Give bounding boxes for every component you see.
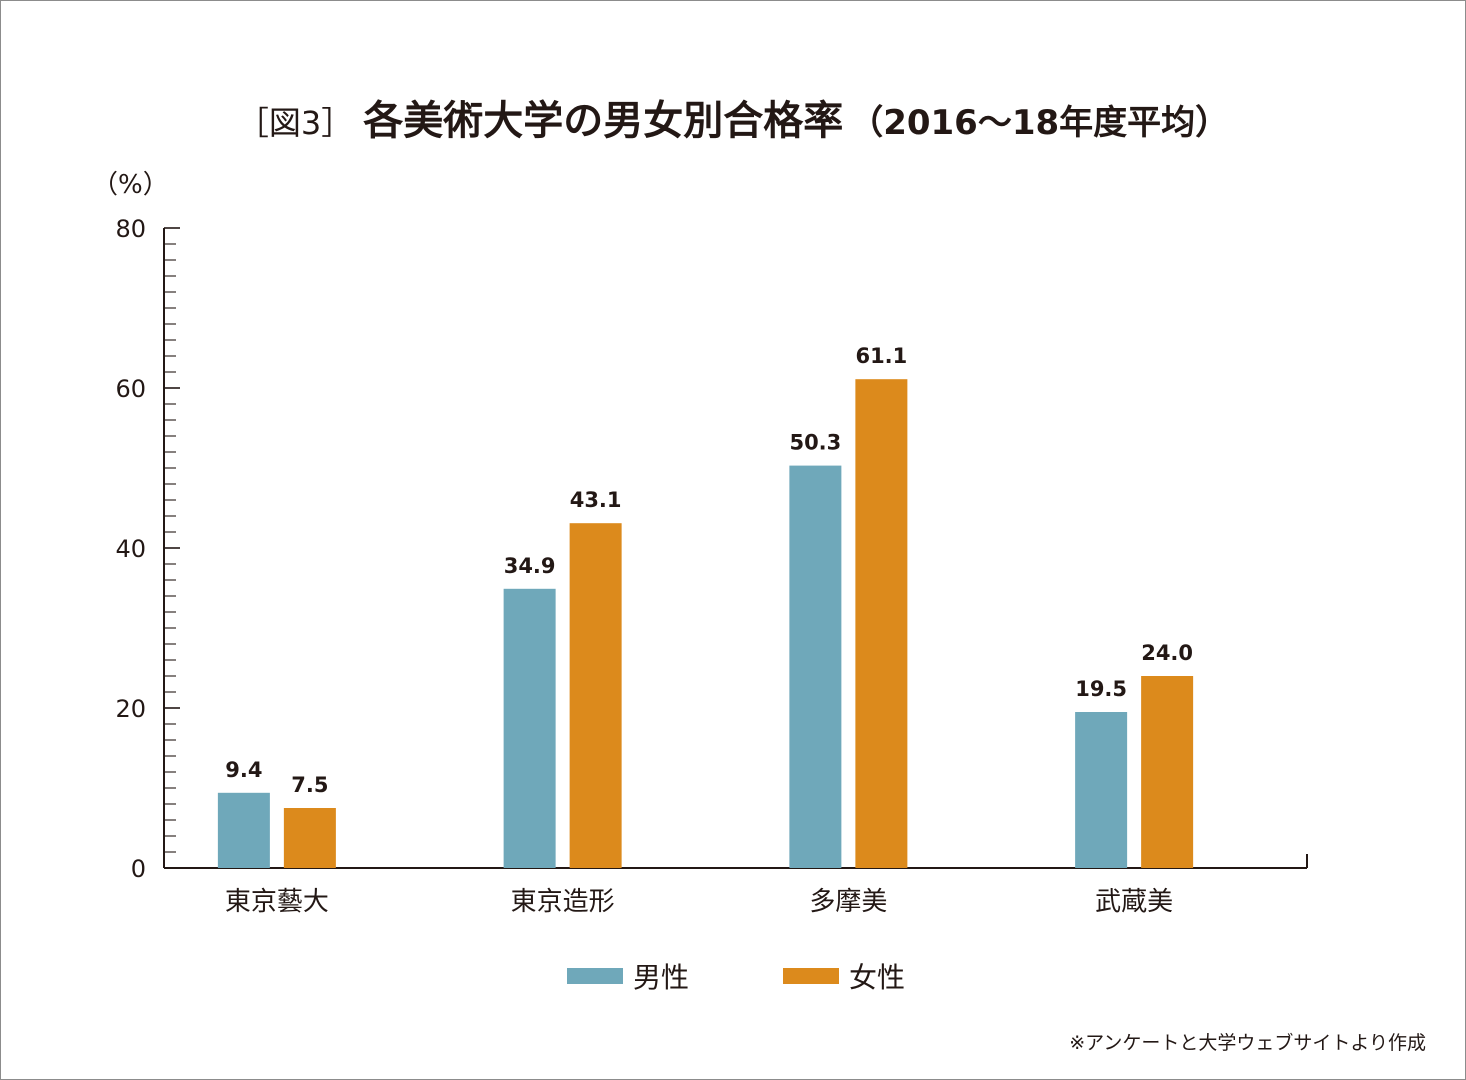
bar-male <box>1075 712 1128 868</box>
y-tick-label: 20 <box>115 695 146 723</box>
bar-female <box>569 523 622 868</box>
bar-female <box>855 379 908 868</box>
y-tick-label: 0 <box>131 855 146 883</box>
category-label: 武蔵美 <box>1095 887 1173 917</box>
bar-male <box>503 588 556 868</box>
y-tick-label: 60 <box>115 375 146 403</box>
legend-label-male: 男性 <box>633 961 690 994</box>
data-label: 7.5 <box>291 773 328 797</box>
bar-male <box>789 465 842 868</box>
bar-male <box>217 792 270 868</box>
data-label: 61.1 <box>855 344 907 368</box>
data-label: 9.4 <box>225 758 262 782</box>
title-period: （2016〜18年度平均） <box>849 103 1230 143</box>
legend-item-male: 男性 <box>567 956 689 996</box>
bar-female <box>283 808 336 868</box>
category-label: 多摩美 <box>809 887 887 917</box>
data-label: 50.3 <box>789 431 841 455</box>
figure-label: ［図3］ <box>236 104 354 142</box>
data-label: 34.9 <box>504 554 556 578</box>
bar-female <box>1141 676 1194 868</box>
data-label: 43.1 <box>570 488 622 512</box>
y-axis-unit-label: （%） <box>92 170 169 200</box>
category-label: 東京藝大 <box>225 887 329 917</box>
legend-item-female: 女性 <box>783 956 905 996</box>
y-tick-label: 40 <box>115 535 146 563</box>
source-note: ※アンケートと大学ウェブサイトより作成 <box>1069 1032 1426 1054</box>
y-tick-label: 80 <box>115 215 146 243</box>
category-label: 東京造形 <box>511 887 615 917</box>
legend-swatch-male <box>567 968 623 984</box>
chart-title: ［図3］ 各美術大学の男女別合格率 （2016〜18年度平均） <box>0 88 1466 146</box>
data-label: 19.5 <box>1075 677 1127 701</box>
data-label: 24.0 <box>1141 641 1193 665</box>
legend-label-female: 女性 <box>849 961 906 994</box>
legend-swatch-female <box>783 968 839 984</box>
title-main: 各美術大学の男女別合格率 <box>363 98 844 144</box>
